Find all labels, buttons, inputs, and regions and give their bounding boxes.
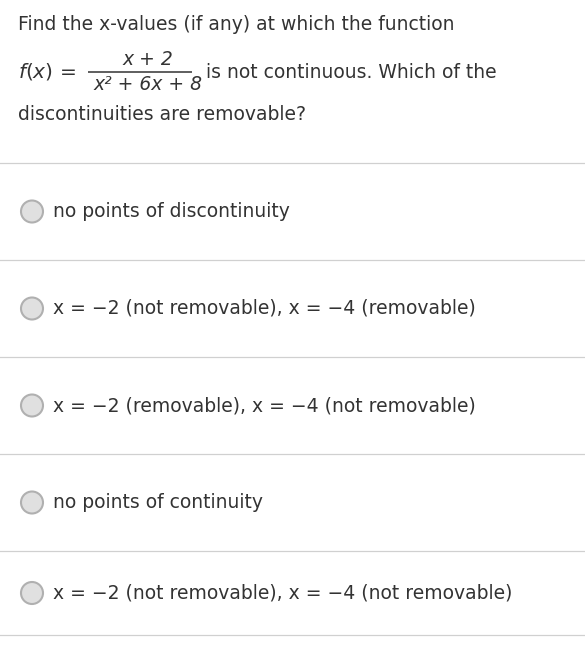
Text: discontinuities are removable?: discontinuities are removable? (18, 105, 306, 124)
Text: x = −2 (not removable), x = −4 (removable): x = −2 (not removable), x = −4 (removabl… (53, 299, 476, 318)
Circle shape (21, 492, 43, 514)
Circle shape (21, 201, 43, 223)
Text: x = −2 (not removable), x = −4 (not removable): x = −2 (not removable), x = −4 (not remo… (53, 583, 512, 602)
Text: Find the x-values (if any) at which the function: Find the x-values (if any) at which the … (18, 15, 455, 34)
Text: is not continuous. Which of the: is not continuous. Which of the (200, 62, 497, 81)
Circle shape (21, 298, 43, 320)
Text: x² + 6x + 8: x² + 6x + 8 (94, 75, 202, 94)
Text: x + 2: x + 2 (123, 50, 173, 69)
Text: no points of continuity: no points of continuity (53, 493, 263, 512)
Circle shape (21, 582, 43, 604)
Text: x = −2 (removable), x = −4 (not removable): x = −2 (removable), x = −4 (not removabl… (53, 396, 476, 415)
Circle shape (21, 395, 43, 417)
Text: $\mathit{f}$$(x)$ =: $\mathit{f}$$(x)$ = (18, 61, 76, 83)
Text: no points of discontinuity: no points of discontinuity (53, 202, 290, 221)
